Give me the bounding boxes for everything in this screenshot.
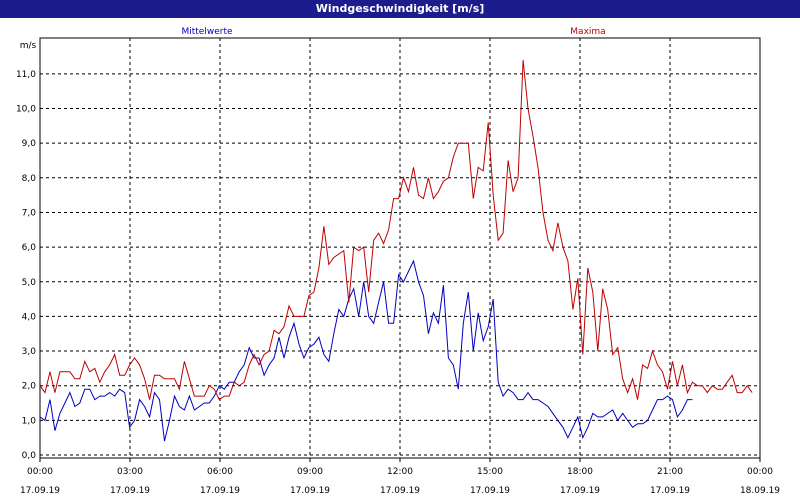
x-tick-date: 17.09.19 xyxy=(470,486,510,496)
legend-maxima: Maxima xyxy=(570,27,605,37)
x-tick-date: 17.09.19 xyxy=(650,486,690,496)
y-tick-label: 8,0 xyxy=(22,174,37,184)
line-chart: 0,0 1,0 2,0 3,0 4,0 5,0 6,0 7,0 8,0 9,0 10,0 11,0 m/… xyxy=(16,27,780,496)
x-tick-date: 17.09.19 xyxy=(560,486,600,496)
y-tick-label: 4,0 xyxy=(22,312,37,322)
y-tick-label: 7,0 xyxy=(22,208,37,218)
legend-mittelwerte: Mittelwerte xyxy=(181,27,232,37)
x-tick-label: 00:00 xyxy=(27,467,53,477)
x-tick-label: 09:00 xyxy=(297,467,323,477)
x-tick-label: 00:00 xyxy=(747,467,773,477)
x-tick-label: 18:00 xyxy=(567,467,593,477)
x-tick-date: 17.09.19 xyxy=(290,486,330,496)
y-tick-label: 9,0 xyxy=(22,139,37,149)
y-tick-label: 2,0 xyxy=(22,382,37,392)
y-axis-label: m/s xyxy=(20,41,37,51)
x-tick-date: 17.09.19 xyxy=(200,486,240,496)
chart-title: Windgeschwindigkeit [m/s] xyxy=(0,0,800,18)
series-line-maxima xyxy=(40,59,753,401)
y-tick-label: 1,0 xyxy=(22,416,37,426)
y-tick-label: 6,0 xyxy=(22,243,37,253)
y-tick-label: 5,0 xyxy=(22,278,37,288)
x-tick-date: 18.09.19 xyxy=(740,486,780,496)
y-tick-label: 0,0 xyxy=(22,451,37,461)
x-tick-label: 15:00 xyxy=(477,467,503,477)
x-tick-date: 17.09.19 xyxy=(20,486,60,496)
series-line-mittelwerte xyxy=(40,259,693,442)
x-tick-label: 03:00 xyxy=(117,467,143,477)
x-tick-date: 17.09.19 xyxy=(110,486,150,496)
y-tick-label: 3,0 xyxy=(22,347,37,357)
x-tick-date: 17.09.19 xyxy=(380,486,420,496)
y-tick-label: 10,0 xyxy=(16,105,36,115)
x-tick-label: 12:00 xyxy=(387,467,413,477)
x-tick-label: 21:00 xyxy=(657,467,683,477)
x-tick-label: 06:00 xyxy=(207,467,233,477)
y-tick-label: 11,0 xyxy=(16,70,36,80)
